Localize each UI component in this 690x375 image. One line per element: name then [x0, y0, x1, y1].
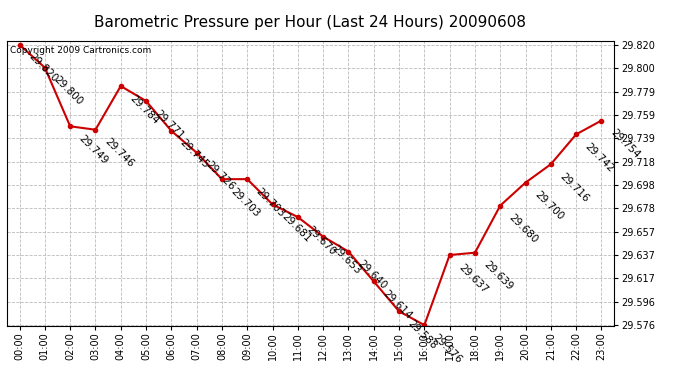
Text: 29.716: 29.716 [558, 171, 591, 204]
Text: 29.703: 29.703 [254, 186, 287, 219]
Text: 29.681: 29.681 [279, 211, 313, 244]
Text: 29.749: 29.749 [77, 133, 110, 166]
Text: 29.576: 29.576 [431, 332, 464, 365]
Text: 29.784: 29.784 [128, 93, 161, 126]
Text: 29.700: 29.700 [533, 189, 565, 222]
Text: 29.614: 29.614 [381, 288, 413, 321]
Text: 29.820: 29.820 [26, 52, 59, 84]
Text: 29.771: 29.771 [153, 108, 186, 141]
Text: 29.588: 29.588 [406, 318, 439, 351]
Text: 29.670: 29.670 [305, 224, 337, 257]
Text: 29.703: 29.703 [229, 186, 262, 219]
Text: Copyright 2009 Cartronics.com: Copyright 2009 Cartronics.com [10, 45, 151, 54]
Text: 29.637: 29.637 [457, 262, 489, 295]
Text: 29.800: 29.800 [52, 75, 84, 107]
Text: 29.680: 29.680 [507, 213, 540, 245]
Text: 29.745: 29.745 [178, 138, 211, 171]
Text: 29.640: 29.640 [355, 258, 388, 291]
Text: 29.726: 29.726 [204, 160, 237, 192]
Text: 29.742: 29.742 [583, 141, 616, 174]
Text: 29.653: 29.653 [330, 243, 363, 276]
Text: 29.754: 29.754 [609, 128, 641, 160]
Text: Barometric Pressure per Hour (Last 24 Hours) 20090608: Barometric Pressure per Hour (Last 24 Ho… [95, 15, 526, 30]
Text: 29.639: 29.639 [482, 260, 515, 292]
Text: 29.746: 29.746 [102, 136, 135, 170]
